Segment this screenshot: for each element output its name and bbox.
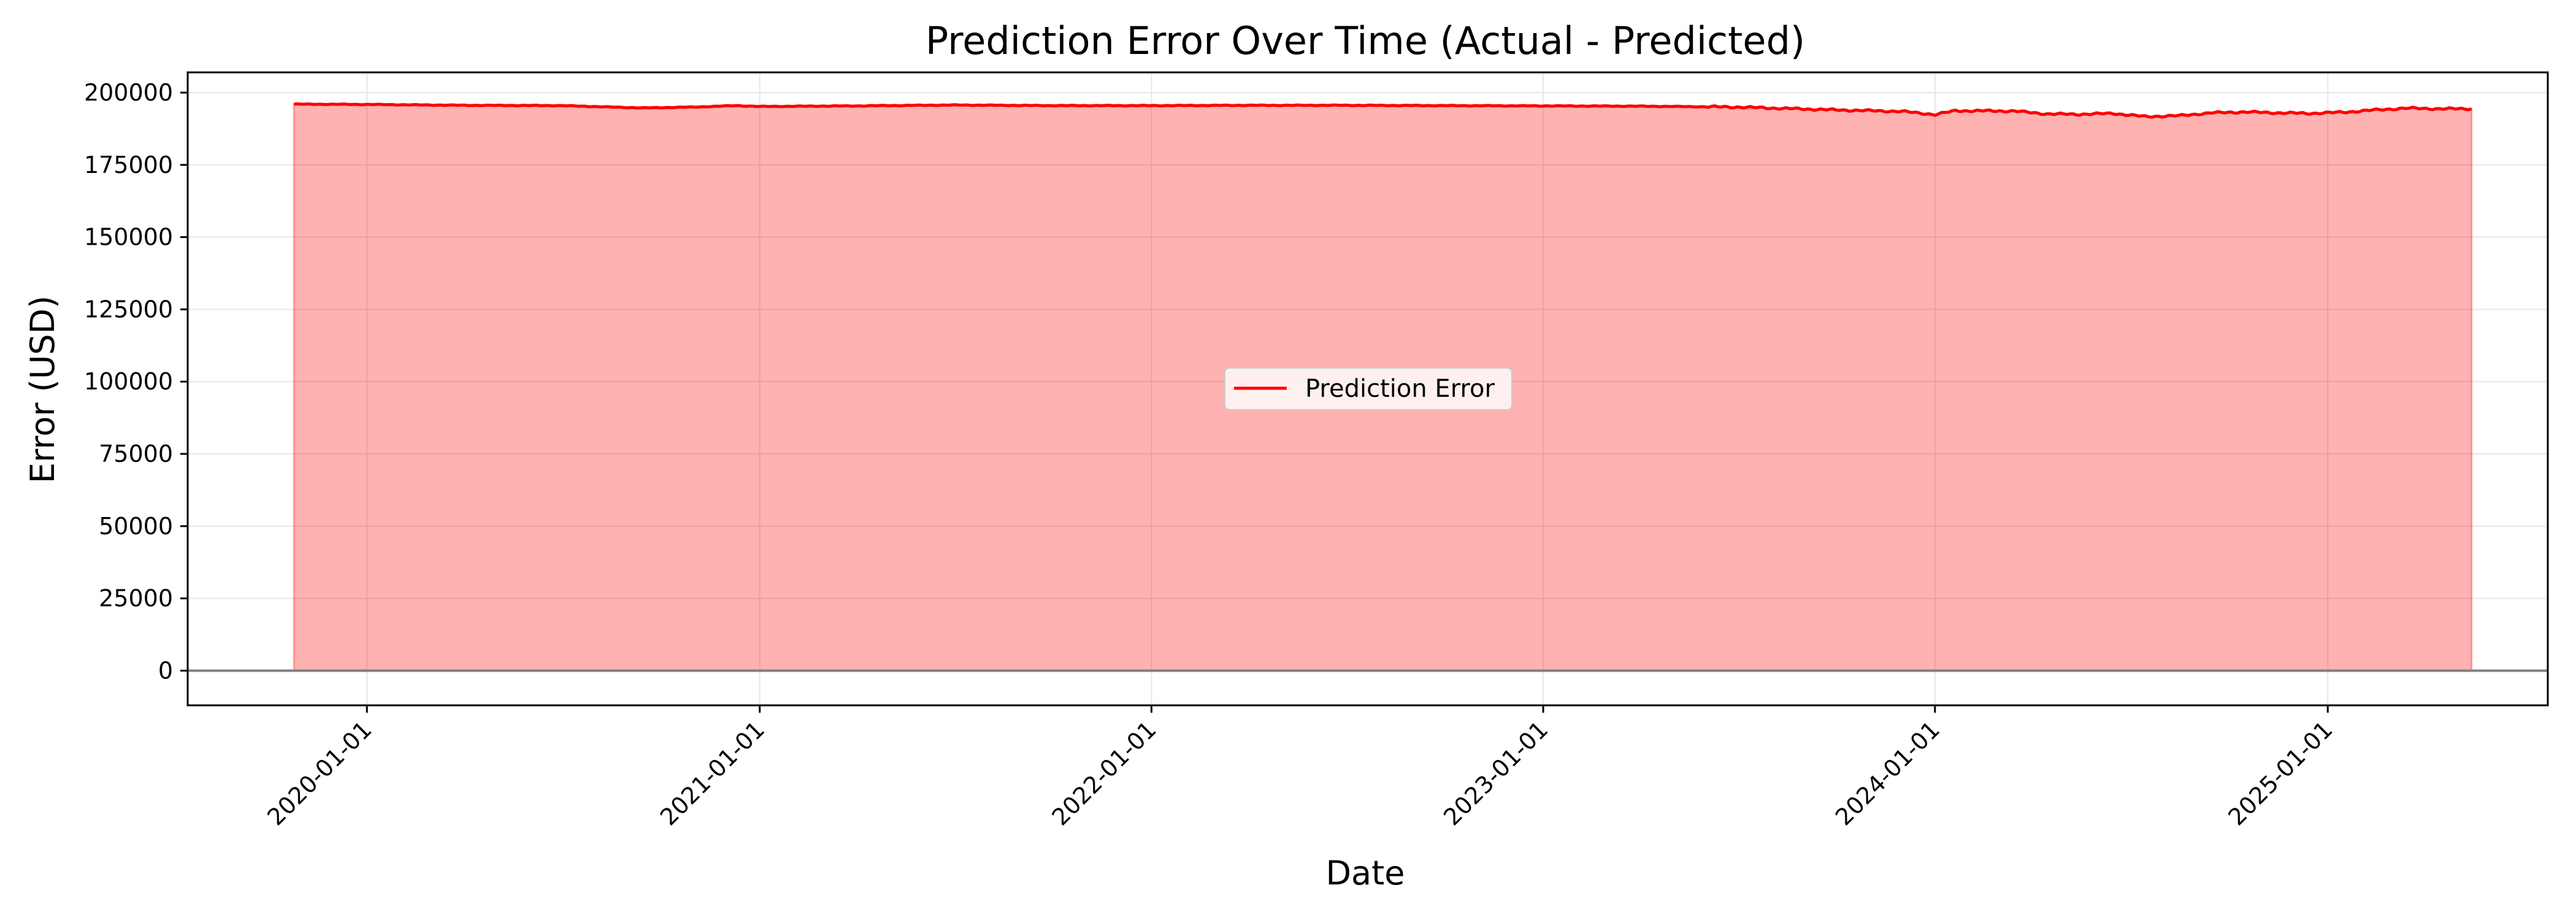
y-tick-label: 200000 xyxy=(84,79,173,106)
legend-label: Prediction Error xyxy=(1305,375,1495,403)
y-tick-label: 25000 xyxy=(99,585,173,612)
legend: Prediction Error xyxy=(1224,367,1512,410)
y-tick-label: 175000 xyxy=(84,151,173,178)
legend-box xyxy=(1224,367,1512,410)
y-tick-label: 0 xyxy=(158,657,173,684)
error-series-line xyxy=(294,102,2472,119)
x-axis-label: Date xyxy=(1325,854,1405,892)
plot-frame xyxy=(186,71,2549,707)
y-tick-label: 150000 xyxy=(84,224,173,251)
y-axis-label: Error (USD) xyxy=(23,296,62,483)
grid-layer xyxy=(188,72,2548,705)
y-tick-label: 100000 xyxy=(84,368,173,395)
y-tick-label: 50000 xyxy=(99,513,173,540)
chart-title: Prediction Error Over Time (Actual - Pre… xyxy=(926,18,1805,63)
y-tick-label: 125000 xyxy=(84,296,173,323)
y-tick-label: 75000 xyxy=(99,440,173,467)
